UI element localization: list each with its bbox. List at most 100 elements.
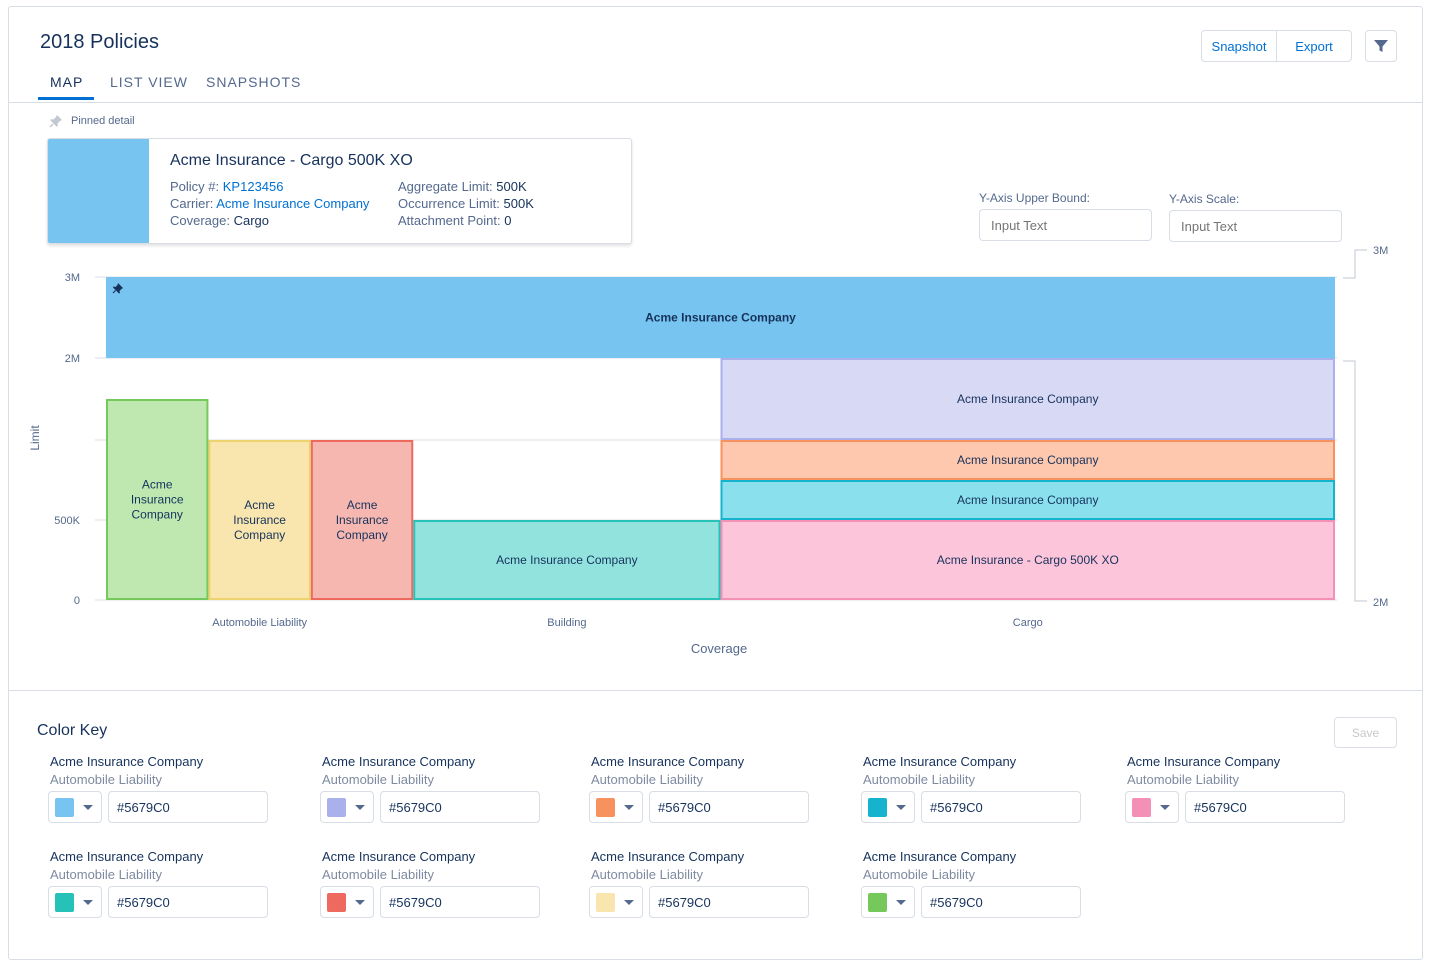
segment-label: Acme Insurance Company (645, 311, 796, 325)
policies-card: 2018 Policies MAP LIST VIEW SNAPSHOTS Sn… (8, 6, 1423, 960)
key-controls (589, 886, 809, 918)
segment-label: Acme Insurance Company (957, 392, 1098, 406)
upper-bound-input[interactable] (979, 209, 1152, 241)
color-key-item: Acme Insurance Company Automobile Liabili… (861, 754, 1103, 823)
color-picker-button[interactable] (589, 791, 643, 823)
color-key-item: Acme Insurance Company Automobile Liabili… (320, 849, 562, 918)
chevron-down-icon (83, 804, 93, 810)
detail-title: Acme Insurance - Cargo 500K XO (170, 152, 413, 169)
color-picker-button[interactable] (320, 886, 374, 918)
hex-color-input[interactable] (921, 886, 1081, 918)
section-divider (9, 690, 1422, 691)
y-scale-label: Y-Axis Scale: (1169, 192, 1240, 206)
color-swatch (327, 892, 346, 912)
y-tick-label: 2M (65, 353, 80, 365)
chart-segment[interactable]: Acme Insurance Company (720, 358, 1335, 440)
export-button[interactable]: Export (1276, 31, 1351, 61)
pinned-detail-text: Pinned detail (71, 115, 135, 127)
pin-icon[interactable] (112, 283, 123, 294)
color-key-item: Acme Insurance Company Automobile Liabili… (48, 849, 290, 918)
snapshot-button[interactable]: Snapshot (1211, 38, 1267, 54)
break-lower-label: 2M (1373, 597, 1388, 609)
color-picker-button[interactable] (861, 886, 915, 918)
chart-segment[interactable]: Acme Insurance Company (413, 520, 721, 600)
key-controls (320, 791, 540, 823)
key-controls (48, 886, 268, 918)
segment-label: Acme Insurance Company (957, 453, 1098, 467)
key-coverage: Automobile Liability (1127, 772, 1240, 787)
color-key-item: Acme Insurance Company Automobile Liabili… (589, 849, 831, 918)
tab-map[interactable]: MAP (50, 74, 84, 90)
color-key-item: Acme Insurance Company Automobile Liabili… (589, 754, 831, 823)
color-swatch (1132, 797, 1151, 817)
segment-label: Acme Insurance Company (957, 493, 1098, 507)
detail-occurrence-value: 500K (503, 196, 534, 211)
y-tick-label: 500K (54, 515, 80, 527)
color-key-item: Acme Insurance Company Automobile Liabili… (861, 849, 1103, 918)
segment-rect[interactable] (413, 520, 721, 600)
y-tick-label: 0 (74, 595, 80, 607)
color-picker-button[interactable] (861, 791, 915, 823)
hex-color-input[interactable] (108, 886, 268, 918)
detail-coverage: Coverage: Cargo (170, 213, 269, 228)
color-picker-button[interactable] (48, 791, 102, 823)
save-button[interactable]: Save (1334, 717, 1397, 748)
segment-rect[interactable] (720, 480, 1335, 520)
tab-list-view[interactable]: LIST VIEW (110, 74, 188, 90)
chart-segment[interactable]: Acme Insurance - Cargo 500K XO (720, 520, 1335, 600)
detail-policy-label: Policy #: (170, 179, 220, 194)
color-swatch (596, 892, 615, 912)
chart-segment[interactable]: Acme Insurance Company (720, 480, 1335, 520)
segment-rect[interactable] (720, 520, 1335, 600)
segment-rect[interactable] (310, 440, 414, 600)
color-picker-button[interactable] (48, 886, 102, 918)
segment-rect[interactable] (720, 358, 1335, 440)
chart-segment[interactable]: Acme Insurance Company (208, 440, 311, 600)
detail-occurrence-limit: Occurrence Limit: 500K (398, 196, 534, 211)
hex-color-input[interactable] (649, 886, 809, 918)
hex-color-input[interactable] (108, 791, 268, 823)
chart-segment[interactable]: Acme Insurance Company (106, 399, 209, 600)
pinned-detail-card[interactable]: Acme Insurance - Cargo 500K XO Policy #:… (47, 138, 632, 244)
segment-rect[interactable] (208, 440, 311, 600)
hex-color-input[interactable] (380, 886, 540, 918)
break-upper-label: 3M (1373, 245, 1388, 257)
carrier-link[interactable]: Acme Insurance Company (216, 196, 370, 211)
key-controls (589, 791, 809, 823)
color-picker-button[interactable] (589, 886, 643, 918)
detail-coverage-value: Cargo (233, 213, 270, 228)
policy-number-link[interactable]: KP123456 (222, 179, 284, 194)
detail-attachment-label: Attachment Point: (398, 213, 501, 228)
tab-snapshots[interactable]: SNAPSHOTS (206, 74, 302, 90)
key-carrier-name: Acme Insurance Company (50, 849, 204, 864)
chart-segment[interactable]: Acme Insurance Company (720, 440, 1335, 480)
color-key-item: Acme Insurance Company Automobile Liabili… (320, 754, 562, 823)
detail-carrier-label: Carrier: (170, 196, 214, 211)
chevron-down-icon (83, 899, 93, 905)
coverage-tower-chart: 0 500K 2M 3M Acme Insurance Company Acme Insu… (28, 245, 1388, 656)
y-scale-input[interactable] (1169, 210, 1342, 242)
hex-color-input[interactable] (1185, 791, 1345, 823)
segment-rect[interactable] (720, 440, 1335, 480)
segment-rect[interactable] (106, 399, 209, 600)
hex-color-input[interactable] (380, 791, 540, 823)
key-coverage: Automobile Liability (50, 867, 163, 882)
chevron-down-icon (624, 804, 634, 810)
detail-attachment-point: Attachment Point: 0 (398, 213, 511, 228)
key-coverage: Automobile Liability (863, 772, 976, 787)
segment-rect[interactable] (106, 277, 1335, 358)
detail-aggregate-limit: Aggregate Limit: 500K (398, 179, 527, 194)
color-picker-button[interactable] (320, 791, 374, 823)
filter-button[interactable] (1365, 30, 1397, 62)
chart-segment[interactable]: Acme Insurance Company (106, 277, 1335, 358)
color-picker-button[interactable] (1125, 791, 1179, 823)
key-coverage: Automobile Liability (322, 867, 435, 882)
key-controls (861, 791, 1081, 823)
hex-color-input[interactable] (649, 791, 809, 823)
chart-segment[interactable]: Acme Insurance Company (310, 440, 414, 600)
header-divider (9, 102, 1422, 103)
key-controls (320, 886, 540, 918)
hex-color-input[interactable] (921, 791, 1081, 823)
key-carrier-name: Acme Insurance Company (50, 754, 204, 769)
color-swatch (868, 892, 887, 912)
